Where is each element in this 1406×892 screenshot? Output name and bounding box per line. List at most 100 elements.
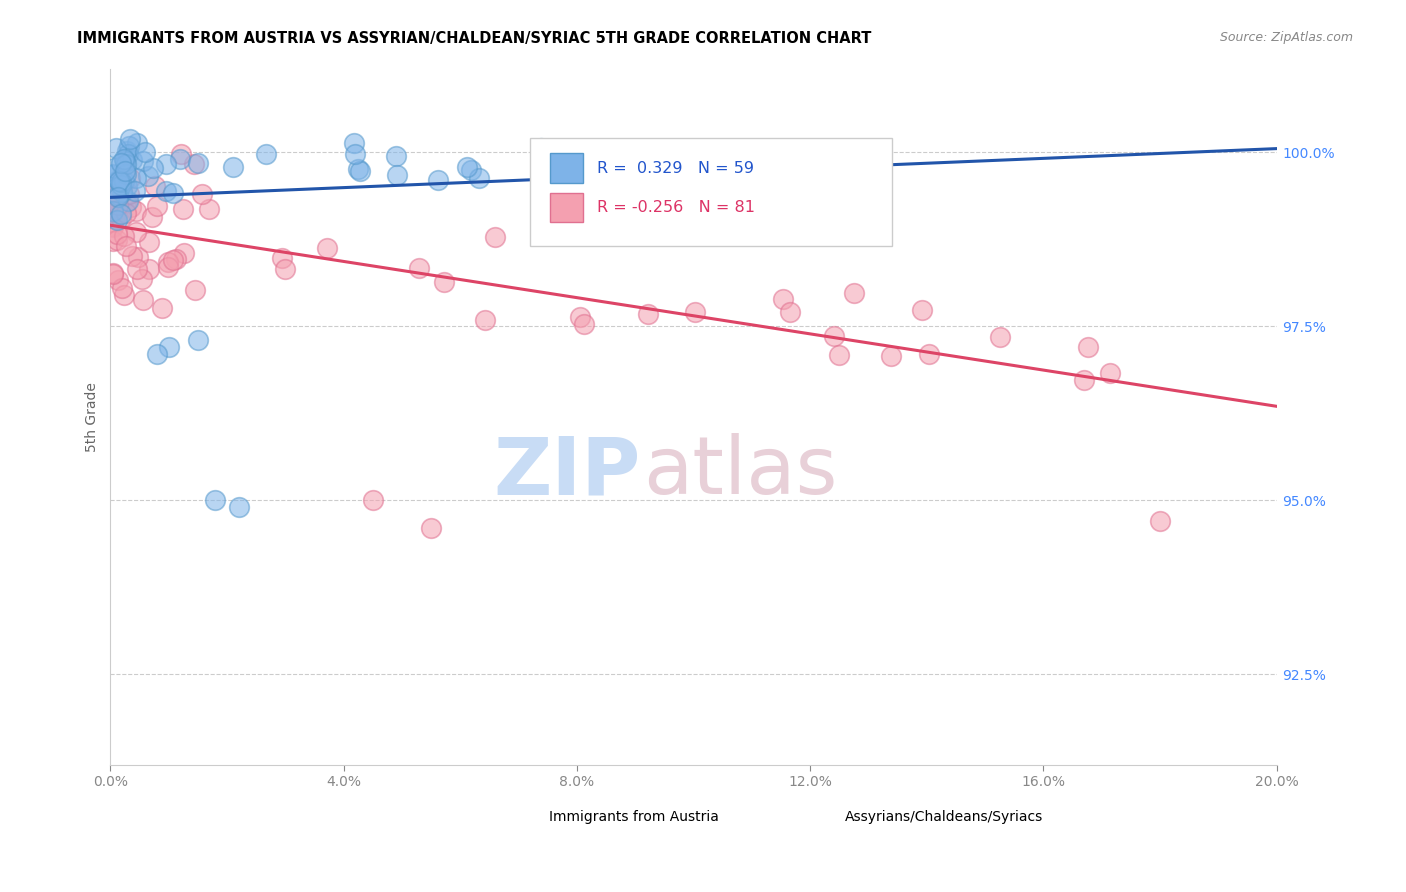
Point [191,187,214,202]
Point [103,204,125,219]
Point [569,310,592,325]
Point [162,186,184,201]
Point [170,146,193,161]
Point [169,152,191,166]
Point [108,172,131,186]
Point [125,171,148,186]
Point [103,168,125,182]
Point [172,202,194,216]
Point [131,272,153,286]
Point [125,136,148,150]
Point [132,154,155,169]
Point [157,260,180,274]
Point [911,303,934,318]
Point [114,157,136,171]
Bar [550,153,582,183]
Point [110,211,132,225]
Point [138,261,160,276]
Point [637,307,659,321]
Point [105,227,128,242]
Point [420,521,443,535]
Point [107,197,129,211]
Point [104,177,127,191]
Point [107,273,129,287]
Bar [550,194,582,222]
Point [779,305,801,319]
Point [115,144,138,158]
Point [103,161,125,176]
Point [828,348,851,362]
Text: ZIP: ZIP [494,434,641,511]
Point [127,251,149,265]
Point [484,229,506,244]
Point [104,141,127,155]
Point [456,160,478,174]
Point [1149,514,1171,528]
Point [125,225,148,239]
Text: R = -0.256   N = 81: R = -0.256 N = 81 [596,201,755,215]
Point [165,252,187,266]
Point [844,286,866,301]
Point [103,220,125,235]
Point [103,267,125,281]
Bar [793,806,837,828]
Point [118,171,141,186]
Point [561,219,583,234]
Point [157,340,180,354]
Point [142,161,165,175]
Point [187,333,209,347]
Point [474,312,496,326]
Text: atlas: atlas [644,434,838,511]
Point [138,235,160,249]
Point [103,234,125,248]
Point [361,493,384,508]
Point [184,283,207,297]
Point [141,210,163,224]
Point [349,163,371,178]
Point [772,292,794,306]
Point [530,141,553,155]
Point [103,203,125,218]
Point [115,178,138,193]
Point [138,169,160,183]
Point [572,317,595,331]
Point [683,304,706,318]
Y-axis label: 5th Grade: 5th Grade [86,382,100,451]
Point [823,329,845,343]
Point [228,500,250,515]
Point [111,281,134,295]
Point [124,184,146,198]
Point [107,190,129,204]
Point [120,200,142,214]
Point [105,194,128,208]
Point [105,208,128,222]
Point [150,301,173,316]
Point [127,262,149,277]
Point [105,212,128,227]
Point [110,175,132,189]
Point [385,168,408,182]
Point [1073,373,1095,387]
Point [110,185,132,199]
Point [157,255,180,269]
Point [173,246,195,260]
Point [143,179,166,194]
Point [107,172,129,186]
Point [222,160,245,174]
Point [105,180,128,194]
Point [110,178,132,193]
Point [118,186,141,201]
Point [117,194,139,209]
Point [187,155,209,169]
Point [988,330,1011,344]
Point [254,147,277,161]
Point [273,261,295,276]
Point [385,149,408,163]
Point [104,211,127,225]
Point [120,132,142,146]
Point [1098,366,1121,380]
Text: Immigrants from Austria: Immigrants from Austria [548,810,718,824]
Point [146,199,169,213]
Point [146,347,169,361]
FancyBboxPatch shape [530,138,891,246]
